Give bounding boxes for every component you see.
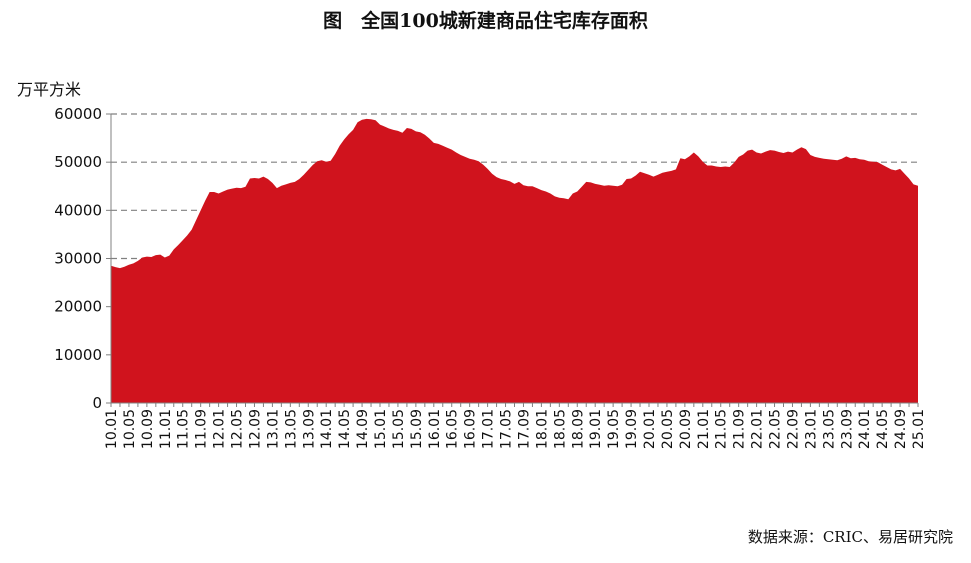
x-tick-label: 14.09 bbox=[355, 409, 371, 449]
x-tick-label: 21.09 bbox=[732, 409, 748, 449]
x-tick-label: 21.05 bbox=[714, 409, 730, 449]
x-tick-label: 15.09 bbox=[409, 409, 425, 449]
x-tick-label: 23.01 bbox=[803, 409, 819, 449]
x-tick-label: 13.09 bbox=[301, 409, 317, 449]
x-tick-label: 15.01 bbox=[373, 409, 389, 449]
inventory-area-series bbox=[111, 118, 918, 403]
x-tick-label: 19.05 bbox=[606, 409, 622, 449]
x-tick-label: 20.09 bbox=[678, 409, 694, 449]
x-tick-label: 18.05 bbox=[552, 409, 568, 449]
y-tick-label: 40000 bbox=[54, 201, 102, 219]
plot-area bbox=[111, 118, 918, 403]
data-source-note: 数据来源：CRIC、易居研究院 bbox=[747, 528, 953, 546]
x-tick-label: 10.09 bbox=[140, 409, 156, 449]
y-axis-unit-label: 万平方米 bbox=[17, 80, 82, 99]
x-tick-label: 11.01 bbox=[158, 409, 174, 449]
x-tick-label: 23.09 bbox=[839, 409, 855, 449]
x-tick-label: 16.05 bbox=[445, 409, 461, 449]
x-tick-label: 13.05 bbox=[283, 409, 299, 449]
y-tick-label: 10000 bbox=[54, 346, 102, 364]
x-tick-label: 14.01 bbox=[319, 409, 335, 449]
chart-title: 图 全国100城新建商品住宅库存面积 bbox=[323, 10, 648, 32]
x-tick-label: 22.01 bbox=[750, 409, 766, 449]
x-tick-label: 13.01 bbox=[265, 409, 281, 449]
x-tick-label: 20.05 bbox=[660, 409, 676, 449]
x-tick-label: 16.09 bbox=[463, 409, 479, 449]
x-tick-label: 25.01 bbox=[911, 409, 927, 449]
x-tick-label: 18.01 bbox=[534, 409, 550, 449]
x-tick-label: 24.01 bbox=[857, 409, 873, 449]
y-tick-label: 30000 bbox=[54, 250, 102, 268]
y-tick-label: 60000 bbox=[54, 105, 102, 123]
y-tick-label: 20000 bbox=[54, 298, 102, 316]
x-tick-label: 24.09 bbox=[893, 409, 909, 449]
x-tick-label: 22.05 bbox=[768, 409, 784, 449]
x-tick-label: 12.09 bbox=[247, 409, 263, 449]
x-tick-label: 10.01 bbox=[104, 409, 120, 449]
x-tick-label: 23.05 bbox=[821, 409, 837, 449]
y-tick-label: 0 bbox=[92, 394, 102, 412]
x-tick-label: 14.05 bbox=[337, 409, 353, 449]
x-tick-label: 12.01 bbox=[212, 409, 228, 449]
x-tick-label: 16.01 bbox=[427, 409, 443, 449]
x-tick-label: 17.01 bbox=[481, 409, 497, 449]
x-tick-label: 18.09 bbox=[570, 409, 586, 449]
x-tick-label: 12.05 bbox=[230, 409, 246, 449]
x-tick-label: 15.05 bbox=[391, 409, 407, 449]
x-tick-label: 24.05 bbox=[875, 409, 891, 449]
x-tick-label: 17.09 bbox=[516, 409, 532, 449]
x-tick-label: 10.05 bbox=[122, 409, 138, 449]
x-tick-label: 19.01 bbox=[588, 409, 604, 449]
y-tick-label: 50000 bbox=[54, 153, 102, 171]
x-tick-label: 22.09 bbox=[785, 409, 801, 449]
x-tick-label: 19.09 bbox=[624, 409, 640, 449]
x-tick-label: 21.01 bbox=[696, 409, 712, 449]
x-tick-label: 20.01 bbox=[642, 409, 658, 449]
x-tick-label: 11.09 bbox=[194, 409, 210, 449]
x-tick-label: 11.05 bbox=[176, 409, 192, 449]
x-tick-label: 17.05 bbox=[499, 409, 515, 449]
